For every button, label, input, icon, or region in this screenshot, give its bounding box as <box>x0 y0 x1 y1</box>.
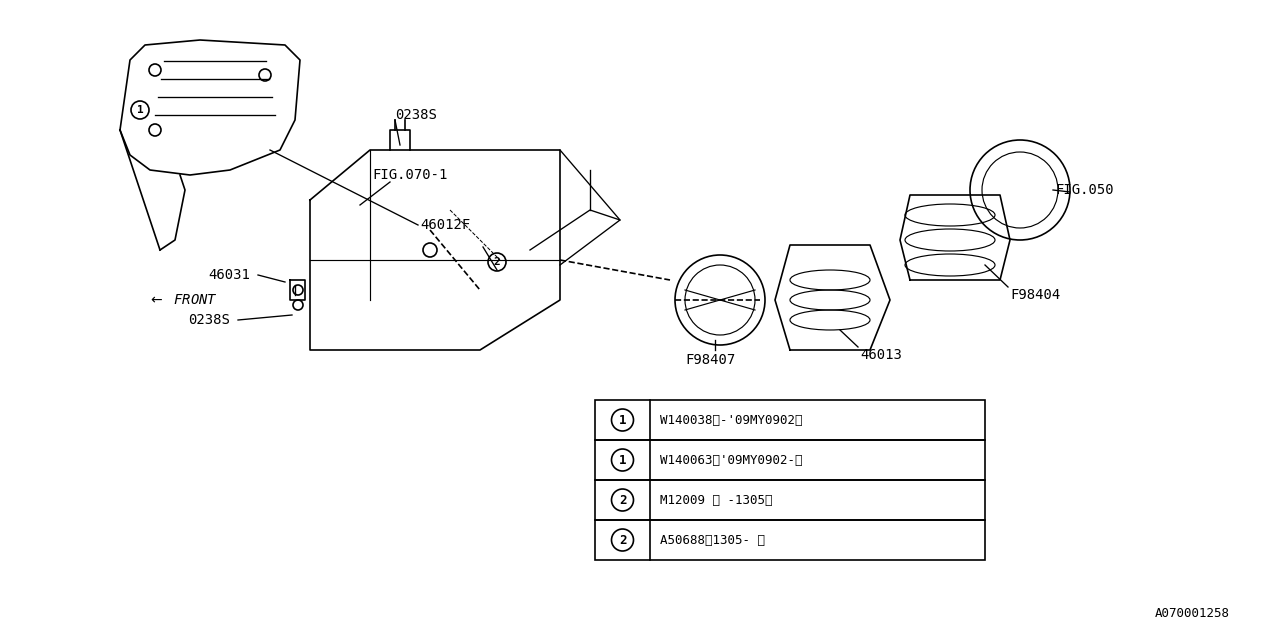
Text: F98407: F98407 <box>685 353 735 367</box>
Bar <box>595 480 986 520</box>
Bar <box>595 400 986 440</box>
Text: 1: 1 <box>618 413 626 426</box>
Text: 2: 2 <box>618 493 626 506</box>
Text: $\leftarrow$ FRONT: $\leftarrow$ FRONT <box>148 293 218 307</box>
Text: W140063「'09MY0902-」: W140063「'09MY0902-」 <box>660 454 803 467</box>
Text: FIG.050: FIG.050 <box>1055 183 1114 197</box>
Text: 46031: 46031 <box>209 268 250 282</box>
Text: A070001258: A070001258 <box>1155 607 1230 620</box>
Bar <box>595 440 986 480</box>
Text: A50688「1305- 」: A50688「1305- 」 <box>660 534 765 547</box>
Text: F98404: F98404 <box>1010 288 1060 302</box>
Text: 1: 1 <box>618 454 626 467</box>
Text: 2: 2 <box>618 534 626 547</box>
Text: 0238S: 0238S <box>396 108 436 122</box>
Text: 46013: 46013 <box>860 348 902 362</box>
Text: M12009 「 -1305『: M12009 「 -1305『 <box>660 493 773 506</box>
Text: 1: 1 <box>137 105 143 115</box>
Text: W140038「-'09MY0902」: W140038「-'09MY0902」 <box>660 413 803 426</box>
Text: FIG.070-1: FIG.070-1 <box>372 168 448 182</box>
Text: 2: 2 <box>494 257 500 267</box>
Text: 46012F: 46012F <box>420 218 470 232</box>
Bar <box>595 520 986 560</box>
Text: 0238S: 0238S <box>188 313 230 327</box>
